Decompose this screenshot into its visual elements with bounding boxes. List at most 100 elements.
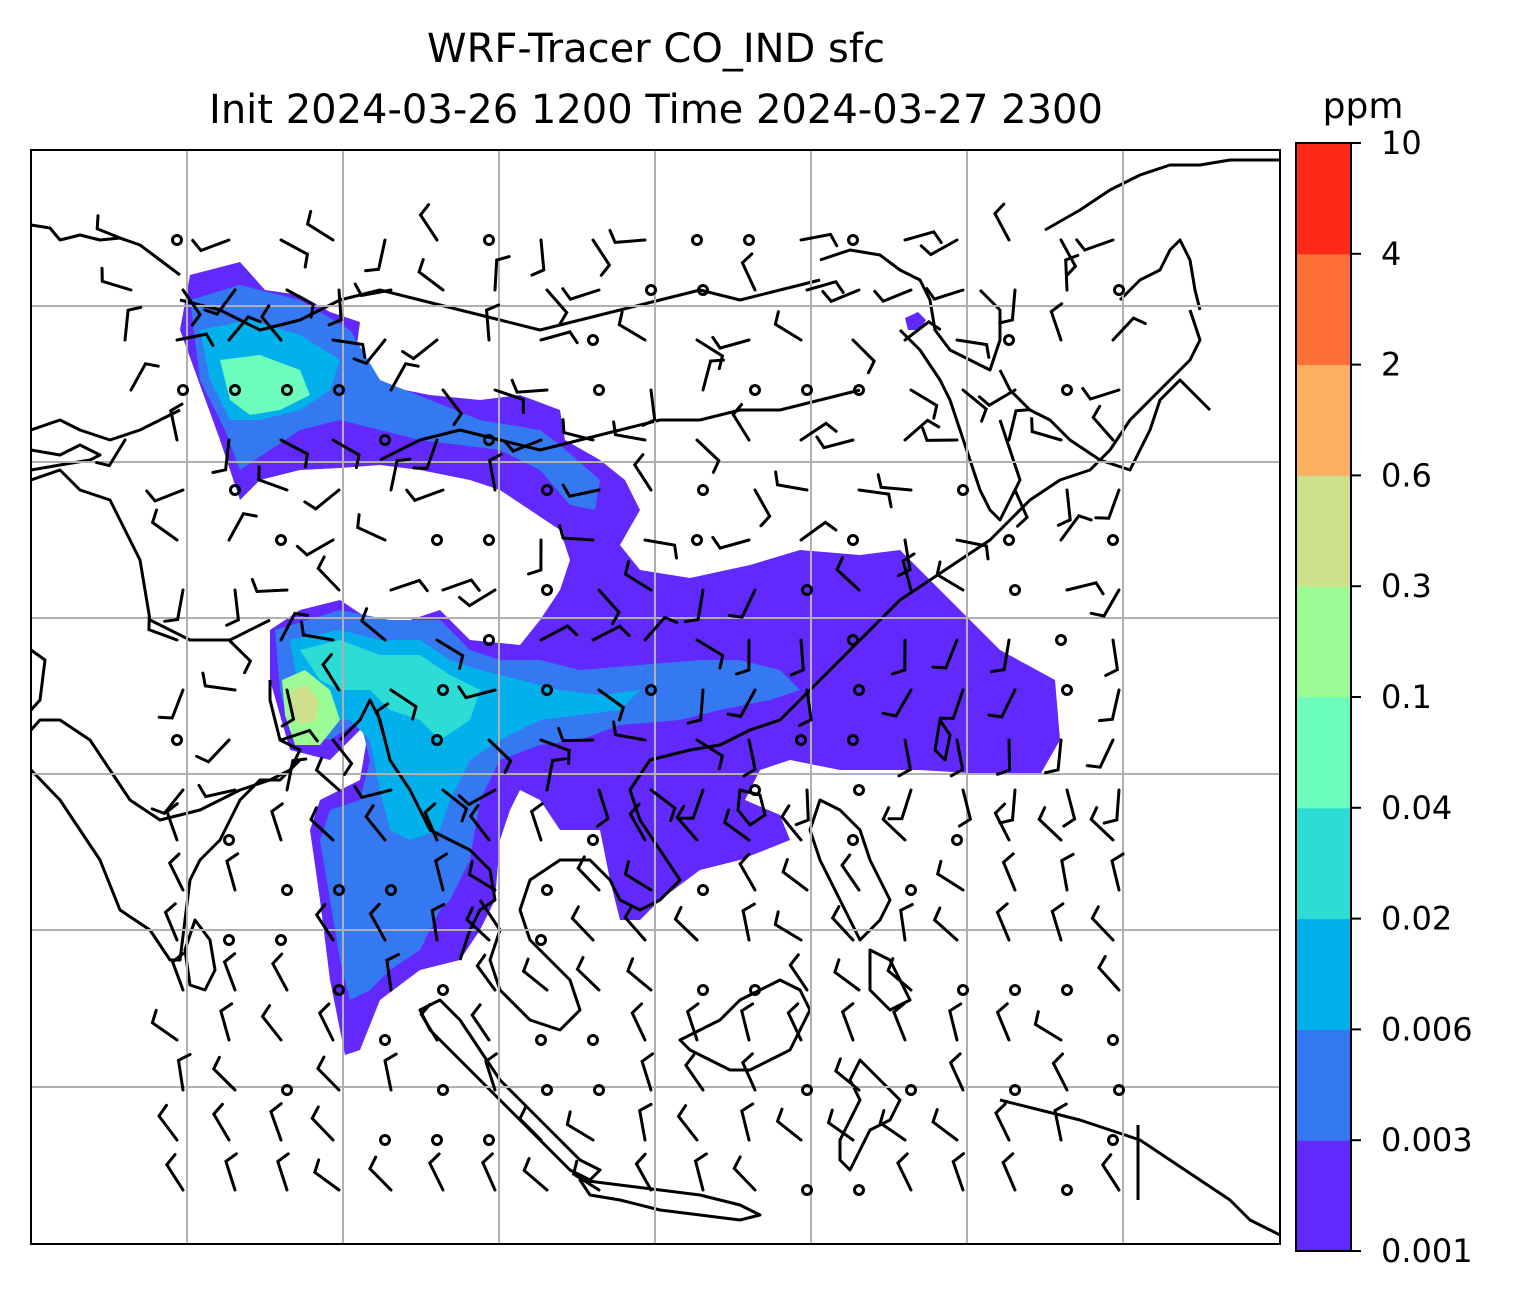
wind-barb [948,1002,963,1042]
wind-calm-marker [437,984,449,996]
wind-barb [197,783,237,799]
wind-barb [826,1108,855,1142]
wind-barb [742,738,757,778]
wind-barb [632,453,653,492]
wind-barb [675,804,699,842]
coastline-north-africa [31,223,181,442]
wind-barb [163,902,179,942]
wind-barb [685,1002,700,1042]
wind-barb [522,1157,549,1192]
wind-barb [695,338,725,371]
wind-barb [786,1002,803,1042]
wind-calm-marker [535,1034,547,1046]
wind-calm-marker [1107,534,1119,546]
wind-barb [948,1052,965,1092]
wind-barb [285,288,315,319]
wind-barb [686,688,705,725]
wind-barb [539,624,579,642]
wind-barb [753,488,772,528]
wind-calm-marker [1107,1134,1119,1146]
wind-barb [219,1002,234,1042]
wind-barb [989,638,1011,674]
wind-barb [1007,408,1031,442]
wind-barb [557,726,595,743]
wind-barb [739,1002,755,1042]
wind-barb [468,804,491,842]
wind-barb [150,788,185,816]
wind-barb [313,1158,341,1192]
wind-barb [1056,488,1072,527]
wind-barb [300,620,335,642]
wind-barb [789,638,805,677]
wind-barb [270,952,289,992]
wind-barb [285,757,308,792]
wind-barb [375,702,390,742]
wind-barb [638,1102,653,1142]
wind-barb [695,738,725,771]
wind-barb [903,230,943,244]
wind-barb [623,904,647,942]
wind-calm-marker [743,234,755,246]
coastline-korea [898,328,1022,522]
wind-calm-marker [1061,984,1073,996]
coastline-taiwan [933,718,952,762]
wind-calm-marker [1009,1084,1021,1096]
wind-calm-marker [379,1034,391,1046]
wind-barb [949,738,965,778]
wind-barb [994,1102,1011,1142]
wind-calm-marker [1003,334,1015,346]
wind-barb [695,438,721,474]
wind-calm-marker [587,1034,599,1046]
wind-barb [510,378,549,394]
wind-barb [561,483,601,498]
wind-barb [805,279,845,294]
wind-barb [780,804,803,842]
wind-barb [575,956,601,992]
wind-barb [485,303,501,342]
wind-calm-marker [229,484,241,496]
wind-barb [493,388,525,415]
wind-barb [227,512,258,542]
wind-barb [157,688,185,720]
wind-barb [441,578,481,592]
wind-barb [279,728,319,743]
wind-barb [441,388,464,426]
wind-barb [175,332,215,347]
wind-calm-marker [483,434,495,446]
wind-barb [401,338,439,361]
tracer-band-himalaya-high [220,355,310,415]
wind-barb [735,638,751,676]
wind-calm-marker [905,1084,917,1096]
wind-barb [612,720,647,742]
wind-barb [995,902,1011,942]
colorbar-unit-label: ppm [1323,86,1404,127]
wind-barb [951,1152,965,1192]
wind-barb [799,232,839,248]
wind-barb [881,806,907,842]
wind-calm-marker [691,234,703,246]
wind-barb [643,538,678,560]
wind-calm-marker [437,1084,449,1096]
colorbar-tick-label: 0.6 [1381,456,1432,494]
wind-barb [641,388,657,427]
wind-barb [191,238,231,253]
wind-barb [389,362,420,392]
wind-barb [993,202,1011,242]
wind-barb [740,1102,755,1142]
wind-calm-marker [795,734,807,746]
wind-barb [591,624,631,642]
wind-barb [640,1052,655,1092]
wind-calm-marker [275,934,287,946]
wind-barb [493,255,511,292]
wind-barb [676,1104,699,1142]
wind-calm-marker [801,384,813,396]
wind-barb [570,905,595,942]
wind-barb [433,852,449,892]
wind-barb [539,330,579,345]
wind-calm-marker [1113,284,1125,296]
wind-barb [181,288,202,327]
wind-barb [722,808,751,842]
wind-barb [977,388,1017,408]
wind-calm-marker [541,884,553,896]
wind-barb [1091,404,1115,442]
